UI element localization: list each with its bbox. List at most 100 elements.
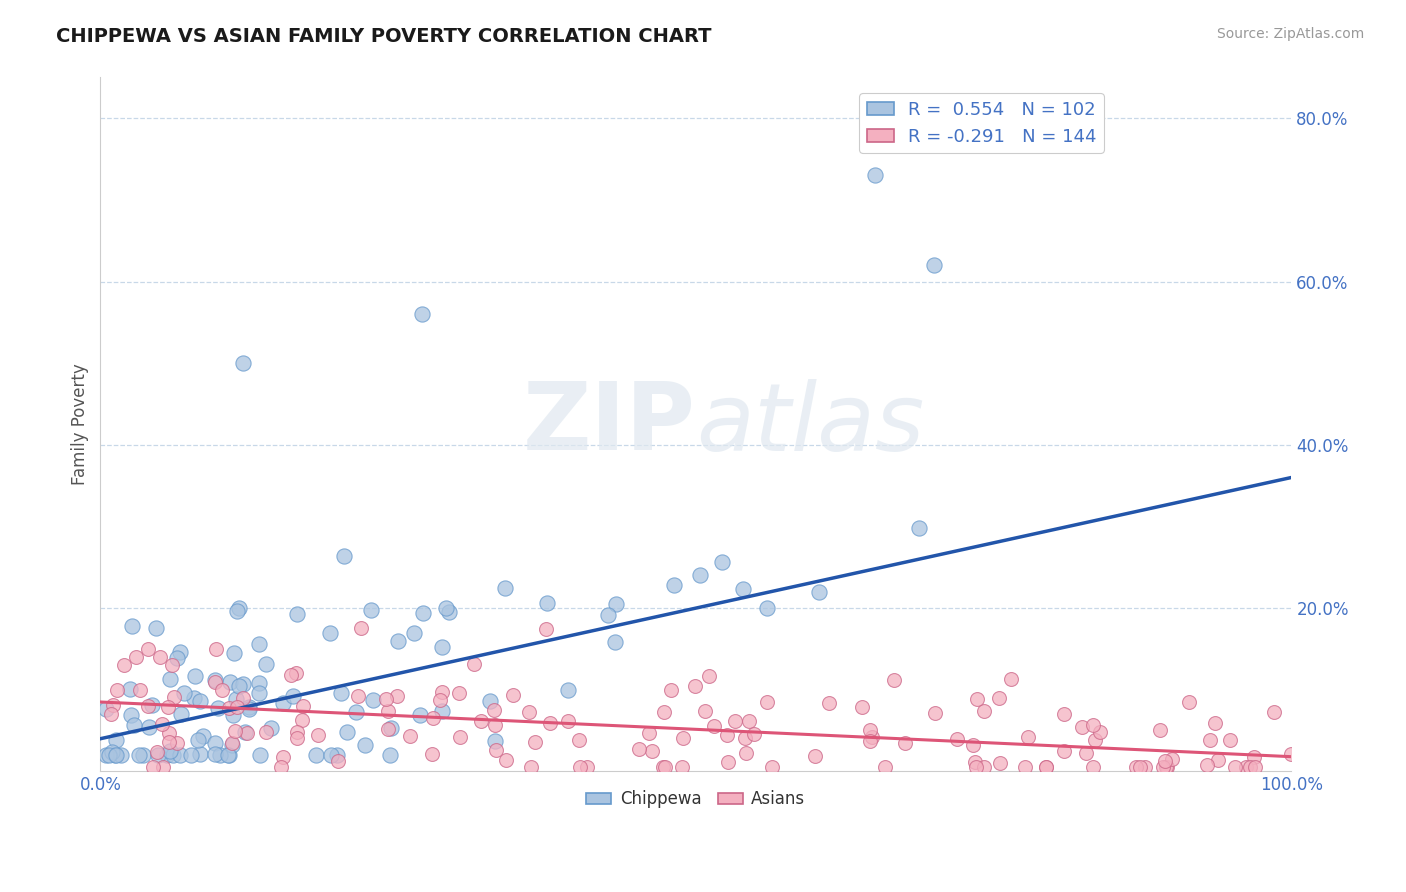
Point (225, 700, 247, 714)
Point (360, 602, 382, 616)
Point (319, 747, 342, 762)
Point (222, 707, 245, 722)
Point (193, 729, 215, 743)
Point (98, 747, 121, 762)
Point (166, 736, 188, 750)
Point (807, 585, 830, 599)
Point (291, 699, 314, 714)
Point (973, 760, 995, 774)
Point (605, 597, 627, 611)
Text: Source: ZipAtlas.com: Source: ZipAtlas.com (1216, 27, 1364, 41)
Point (260, 721, 283, 735)
Point (162, 747, 184, 762)
Point (1154, 760, 1177, 774)
Point (724, 714, 747, 728)
Point (96, 747, 118, 762)
Point (149, 650, 172, 665)
Y-axis label: Family Poverty: Family Poverty (72, 364, 89, 485)
Point (170, 706, 193, 721)
Point (988, 690, 1011, 705)
Point (184, 669, 207, 683)
Point (101, 698, 124, 713)
Point (1125, 760, 1147, 774)
Point (664, 578, 686, 592)
Point (399, 729, 422, 743)
Point (124, 717, 146, 731)
Point (1279, 747, 1302, 762)
Point (538, 716, 561, 731)
Point (271, 749, 294, 764)
Point (125, 650, 148, 665)
Point (1076, 746, 1098, 760)
Point (307, 728, 329, 742)
Point (271, 696, 294, 710)
Point (430, 640, 453, 654)
Point (420, 747, 443, 761)
Point (523, 735, 546, 749)
Point (671, 760, 693, 774)
Point (1225, 760, 1247, 774)
Point (218, 701, 240, 715)
Point (1243, 749, 1265, 764)
Point (1017, 730, 1039, 744)
Point (1070, 720, 1092, 734)
Point (204, 747, 226, 761)
Point (233, 724, 256, 739)
Point (152, 760, 174, 774)
Point (1083, 760, 1105, 774)
Point (685, 680, 707, 694)
Point (654, 760, 676, 774)
Point (482, 703, 505, 717)
Point (112, 658, 135, 673)
Point (875, 760, 897, 774)
Point (183, 690, 205, 705)
Point (166, 651, 188, 665)
Point (232, 677, 254, 691)
Point (280, 668, 302, 682)
Point (319, 626, 342, 640)
Point (221, 738, 243, 752)
Point (973, 704, 995, 718)
Point (557, 682, 579, 697)
Point (520, 760, 543, 774)
Point (946, 731, 969, 746)
Point (142, 760, 165, 774)
Point (966, 691, 988, 706)
Point (962, 739, 984, 753)
Point (238, 702, 260, 716)
Point (637, 726, 659, 740)
Point (204, 736, 226, 750)
Point (1035, 760, 1057, 774)
Point (422, 711, 444, 725)
Point (883, 673, 905, 688)
Point (924, 706, 946, 720)
Point (104, 747, 127, 762)
Text: atlas: atlas (696, 379, 924, 470)
Point (761, 760, 783, 774)
Legend: Chippewa, Asians: Chippewa, Asians (579, 784, 813, 815)
Point (226, 604, 249, 618)
Point (281, 689, 304, 703)
Point (860, 730, 883, 744)
Point (652, 760, 675, 774)
Point (188, 747, 211, 761)
Point (159, 672, 181, 686)
Point (1219, 733, 1241, 747)
Point (121, 618, 143, 632)
Point (1178, 695, 1201, 709)
Point (150, 717, 173, 731)
Point (336, 724, 359, 739)
Point (671, 731, 693, 745)
Point (145, 621, 167, 635)
Point (716, 728, 738, 742)
Point (180, 747, 202, 762)
Point (756, 601, 779, 615)
Point (333, 549, 356, 563)
Point (344, 705, 367, 719)
Point (434, 601, 457, 615)
Point (100, 707, 122, 722)
Point (1084, 733, 1107, 747)
Point (404, 626, 426, 640)
Point (387, 634, 409, 648)
Point (236, 725, 259, 739)
